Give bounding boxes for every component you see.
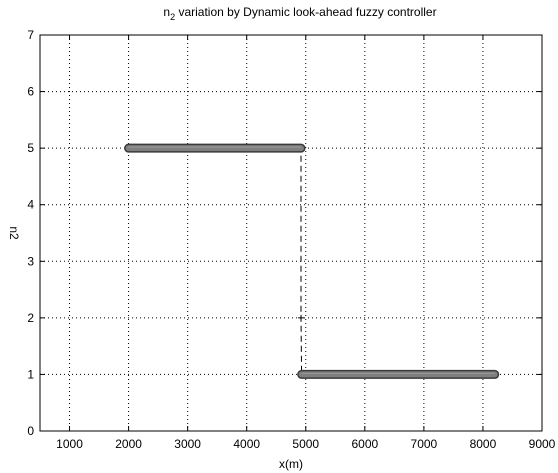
y-tick-label: 7 bbox=[27, 28, 34, 42]
chart-title: n2 variation by Dynamic look-ahead fuzzy… bbox=[163, 5, 436, 22]
y-tick-label: 2 bbox=[27, 311, 34, 325]
x-tick-label: 8000 bbox=[470, 437, 497, 451]
data-series bbox=[124, 143, 500, 379]
x-tick-label: 4000 bbox=[233, 437, 260, 451]
x-tick-label: 7000 bbox=[411, 437, 438, 451]
y-tick-label: 1 bbox=[27, 367, 34, 381]
y-axis-label: n2 bbox=[7, 226, 21, 240]
x-axis-label: x(m) bbox=[279, 457, 303, 471]
y-tick-label: 0 bbox=[27, 424, 34, 438]
x-tick-label: 2000 bbox=[115, 437, 142, 451]
x-tick-label: 5000 bbox=[292, 437, 319, 451]
axis-ticks: 1000 2000 3000 4000 5000 6000 7000 8000 9000 0 1 2 3… bbox=[27, 28, 555, 451]
x-tick-label: 9000 bbox=[529, 437, 556, 451]
plot-frame bbox=[39, 34, 543, 432]
plot-area bbox=[40, 35, 542, 431]
x-tick-label: 3000 bbox=[174, 437, 201, 451]
y-tick-label: 6 bbox=[27, 85, 34, 99]
y-tick-label: 5 bbox=[27, 141, 34, 155]
y-tick-label: 4 bbox=[27, 198, 34, 212]
y-tick-label: 3 bbox=[27, 254, 34, 268]
x-tick-label: 6000 bbox=[351, 437, 378, 451]
x-tick-label: 1000 bbox=[56, 437, 83, 451]
